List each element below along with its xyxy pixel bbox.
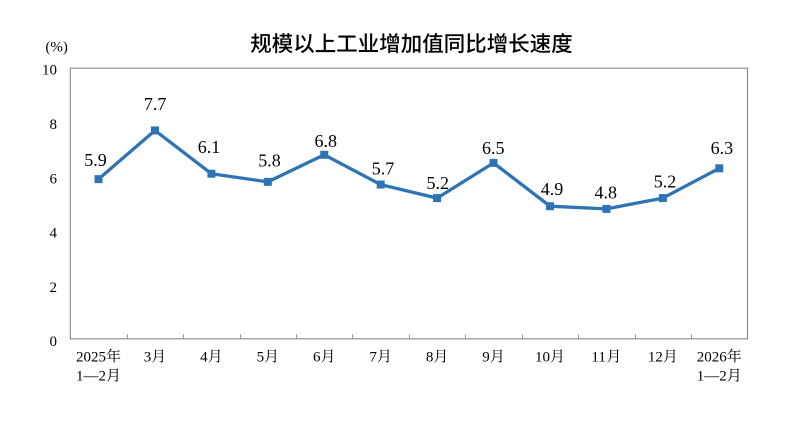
svg-text:6.5: 6.5	[482, 138, 505, 158]
svg-text:2026: 2026	[697, 349, 728, 365]
svg-text:5.7: 5.7	[372, 158, 395, 178]
svg-text:11: 11	[591, 349, 605, 365]
svg-text:10: 10	[42, 63, 57, 79]
svg-text:8: 8	[50, 117, 58, 133]
svg-text:4: 4	[50, 226, 58, 242]
svg-text:1—2: 1—2	[697, 369, 727, 385]
svg-text:4.9: 4.9	[541, 179, 564, 199]
svg-text:6: 6	[313, 349, 321, 365]
svg-text:10: 10	[535, 349, 550, 365]
svg-text:7.7: 7.7	[144, 94, 167, 114]
svg-text:12: 12	[648, 349, 663, 365]
svg-text:4.8: 4.8	[595, 182, 618, 202]
svg-text:0: 0	[50, 334, 58, 350]
svg-text:5: 5	[257, 349, 265, 365]
svg-text:(%): (%)	[45, 39, 68, 55]
svg-text:1—2: 1—2	[76, 369, 106, 385]
svg-text:5.2: 5.2	[654, 171, 677, 191]
svg-text:5.9: 5.9	[84, 150, 107, 170]
svg-text:3: 3	[144, 349, 152, 365]
svg-text:2025: 2025	[76, 349, 106, 365]
svg-text:9: 9	[482, 349, 490, 365]
svg-text:6.8: 6.8	[314, 131, 337, 151]
svg-text:2: 2	[50, 280, 58, 296]
svg-text:5.2: 5.2	[427, 173, 450, 193]
svg-text:6.1: 6.1	[198, 137, 221, 157]
svg-text:8: 8	[426, 349, 434, 365]
svg-text:6: 6	[50, 171, 58, 187]
svg-text:6.3: 6.3	[711, 138, 734, 158]
svg-text:4: 4	[200, 349, 208, 365]
svg-text:5.8: 5.8	[258, 150, 281, 170]
svg-text:7: 7	[369, 349, 377, 365]
